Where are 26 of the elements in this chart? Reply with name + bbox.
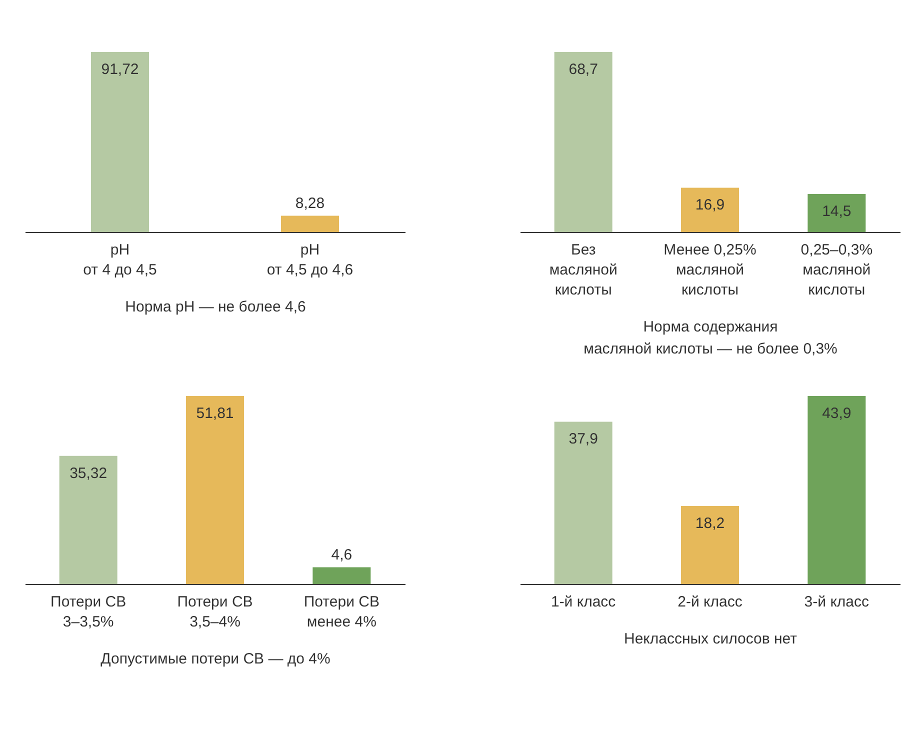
data-label: 35,32: [70, 464, 108, 482]
data-label: 68,7: [568, 61, 598, 78]
data-label: 91,72: [101, 61, 139, 78]
x-tick-label: 3-й класс: [804, 594, 870, 610]
x-tick-label: Менее 0,25% масляной кислоты: [664, 242, 756, 298]
x-axis-title: Неклассных силосов нет: [624, 630, 798, 648]
x-tick-label: 2-й класс: [678, 594, 743, 610]
data-label: 14,5: [822, 203, 852, 220]
data-label: 4,6: [331, 546, 352, 564]
data-label: 37,9: [568, 430, 598, 448]
x-tick-label: Потери СВ 3,5–4%: [177, 594, 253, 630]
data-label: 51,81: [196, 405, 234, 422]
data-label: 18,2: [695, 515, 725, 532]
data-label: 43,9: [822, 405, 852, 422]
x-tick-label: pH от 4 до 4,5: [83, 242, 157, 278]
x-axis-title: Допустимые потери СВ — до 4%: [100, 650, 330, 668]
x-tick-label: 1-й класс: [550, 594, 616, 610]
data-label: 16,9: [695, 196, 725, 214]
x-tick-label: pH от 4,5 до 4,6: [266, 242, 354, 278]
x-tick-label: Потери СВ 3–3,5%: [50, 594, 126, 630]
x-axis-title: Норма содержания масляной кислоты — не более 0,3%: [584, 318, 838, 358]
x-axis-title: Норма pH — не более 4,6: [125, 298, 306, 316]
x-tick-label: Потери СВ менее 4%: [304, 594, 380, 630]
x-tick-label: Без масляной кислоты: [549, 242, 618, 298]
x-tick-label: 0,25–0,3% масляной кислоты: [800, 242, 873, 298]
data-label: 8,28: [295, 194, 325, 212]
